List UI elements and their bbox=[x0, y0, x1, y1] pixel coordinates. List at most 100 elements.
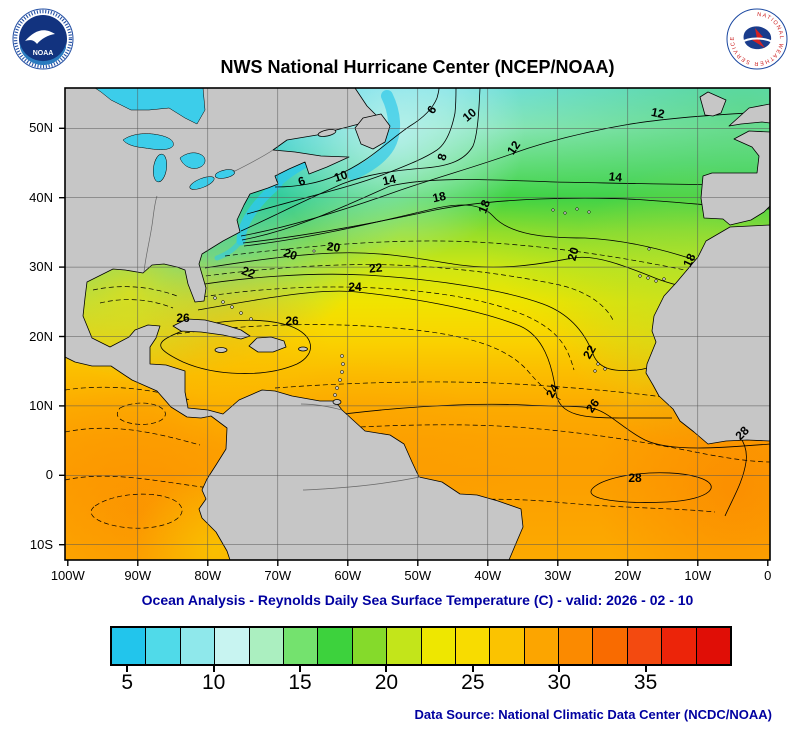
colorbar-cell bbox=[215, 628, 250, 664]
colorbar-tick-number: 30 bbox=[547, 671, 571, 694]
colorbar-cell bbox=[249, 628, 284, 664]
data-source: Data Source: National Climatic Data Cent… bbox=[414, 707, 772, 722]
anticosti bbox=[317, 129, 337, 137]
lat-tick-label: 10S bbox=[29, 536, 53, 552]
contour-label: 14 bbox=[381, 172, 397, 189]
nws-logo: NATIONAL WEATHER SERVICE bbox=[726, 8, 788, 70]
colorbar-tick-number: 5 bbox=[121, 671, 134, 694]
page-title: NWS National Hurricane Center (NCEP/NOAA… bbox=[220, 57, 615, 77]
nws-lightning-icon bbox=[752, 28, 765, 48]
lake-michigan bbox=[153, 153, 167, 183]
colorbar-cell bbox=[180, 628, 216, 664]
newfoundland bbox=[354, 113, 391, 150]
colorbar-tick-number: 20 bbox=[374, 671, 399, 694]
colorbar-cell bbox=[593, 628, 628, 664]
contour-label: 12 bbox=[650, 105, 666, 122]
colorbar-cell bbox=[455, 628, 491, 664]
lon-tick-label: 100W bbox=[50, 568, 85, 583]
colorbar-cell bbox=[627, 628, 663, 664]
contour-label: 20 bbox=[326, 239, 341, 255]
jamaica bbox=[214, 347, 228, 353]
hispaniola bbox=[248, 336, 287, 353]
colorbar-cell bbox=[696, 628, 731, 664]
contour-label: 18 bbox=[431, 189, 447, 206]
noaa-logo: NOAA bbox=[12, 8, 74, 70]
contour-label: 26 bbox=[176, 311, 190, 325]
contour-label: 6 bbox=[296, 173, 307, 189]
lake-ontario bbox=[214, 169, 236, 179]
contour-label: 22 bbox=[240, 263, 258, 281]
mississippi-river bbox=[143, 195, 158, 273]
contour-label: 28 bbox=[628, 471, 642, 485]
noaa-bird-icon bbox=[25, 30, 55, 44]
contour-label: 22 bbox=[368, 260, 383, 275]
colorbar-tick-number: 15 bbox=[288, 671, 312, 694]
lon-tick-label: 0 bbox=[764, 568, 772, 583]
colorbar-cell bbox=[352, 628, 388, 664]
colorbar-cell bbox=[490, 628, 525, 664]
lakes-and-bays bbox=[94, 88, 236, 190]
colorbar-cell bbox=[662, 628, 697, 664]
contour-label: 20 bbox=[282, 245, 300, 263]
lat-tick-label: 0 bbox=[45, 467, 53, 483]
graticule bbox=[65, 88, 770, 560]
lon-tick-label: 50W bbox=[404, 568, 432, 583]
colorbar-cell bbox=[421, 628, 456, 664]
colorbar-tick-number: 25 bbox=[461, 671, 485, 694]
noaa-logo-text: NOAA bbox=[33, 50, 54, 57]
hudson-james-bay bbox=[94, 88, 206, 125]
trinidad bbox=[332, 399, 342, 405]
colorbar-tick-number: 35 bbox=[633, 671, 658, 694]
colorbar-tick bbox=[385, 666, 388, 672]
contour-label: 24 bbox=[348, 280, 362, 294]
contour-label: 14 bbox=[608, 169, 623, 184]
colorbar-cell bbox=[318, 628, 353, 664]
landmasses bbox=[65, 88, 770, 560]
orinoco-river bbox=[300, 403, 343, 411]
caption: Ocean Analysis - Reynolds Daily Sea Surf… bbox=[141, 592, 694, 608]
colorbar-cell bbox=[112, 628, 147, 664]
rivers bbox=[143, 149, 421, 491]
colorbar bbox=[110, 626, 732, 666]
lon-tick-label: 70W bbox=[264, 568, 292, 583]
colorbar-cell bbox=[387, 628, 422, 664]
lon-tick-label: 10W bbox=[684, 568, 712, 583]
colorbar-tick bbox=[644, 666, 647, 672]
st-lawrence-river bbox=[232, 149, 274, 173]
lon-tick-label: 90W bbox=[124, 568, 152, 583]
lake-huron bbox=[179, 152, 206, 169]
africa bbox=[645, 224, 770, 445]
contour-label: 22 bbox=[580, 342, 599, 361]
contour-label: 8 bbox=[435, 152, 450, 162]
lake-superior bbox=[122, 133, 174, 150]
contour-label: 10 bbox=[332, 167, 349, 185]
lake-erie bbox=[189, 176, 215, 190]
england bbox=[728, 103, 770, 127]
lat-tick-label: 20N bbox=[29, 328, 53, 344]
colorbar-cell bbox=[559, 628, 594, 664]
noaa-logo-ring-text bbox=[13, 9, 73, 69]
axis-ticks bbox=[59, 127, 769, 566]
small-islands bbox=[213, 207, 666, 397]
contour-label: 18 bbox=[680, 251, 698, 269]
colorbar-cell bbox=[146, 628, 181, 664]
colorbar-cell bbox=[524, 628, 560, 664]
colorbar-tick bbox=[212, 666, 215, 672]
lat-tick-label: 10N bbox=[29, 397, 53, 413]
contour-label: 24 bbox=[543, 381, 562, 400]
amazon-river bbox=[302, 476, 421, 491]
lat-tick-label: 50N bbox=[29, 120, 53, 136]
lat-tick-label: 40N bbox=[29, 189, 53, 205]
colorbar-tick-number: 10 bbox=[201, 671, 226, 694]
contour-label: 18 bbox=[475, 198, 493, 216]
lat-tick-label: 30N bbox=[29, 259, 53, 275]
colorbar-tick bbox=[299, 666, 302, 672]
iberia-france bbox=[700, 130, 770, 226]
colorbar-tick bbox=[471, 666, 474, 672]
ireland bbox=[699, 91, 727, 117]
puerto-rico bbox=[298, 346, 308, 352]
lon-tick-label: 20W bbox=[614, 568, 642, 583]
cuba bbox=[172, 318, 251, 340]
contour-label: 20 bbox=[565, 245, 582, 262]
